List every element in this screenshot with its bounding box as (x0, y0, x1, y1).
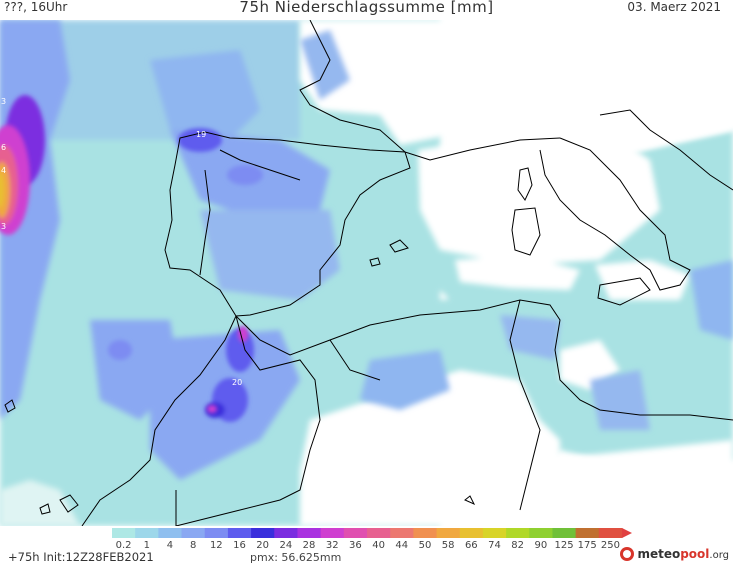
forecast-time-label: ???, 16Uhr (4, 0, 68, 14)
colorbar-segment (251, 528, 275, 538)
colorbar-tick-label: 250 (600, 540, 620, 551)
colorbar-tick-label: 90 (534, 540, 548, 551)
colorbar-segment (506, 528, 530, 538)
header-bar: ???, 16Uhr 75h Niederschlagssumme [mm] 0… (0, 0, 733, 20)
colorbar-segment (529, 528, 553, 538)
colorbar-tick-label: 20 (256, 540, 270, 551)
colorbar-segment (436, 528, 461, 538)
colorbar-tick-label: 36 (349, 540, 362, 551)
colorbar-tick-label: 40 (372, 540, 385, 551)
coastlines (4, 20, 733, 526)
colorbar-tick-label: 175 (577, 540, 597, 551)
colorbar-tick-label: 28 (302, 540, 316, 551)
footer-bar: 0.2 1 4 8 12 16 20 24 28 32 36 40 44 50 58 66 74 82 90 125 1… (0, 526, 733, 566)
precipitation-colorbar (112, 528, 632, 538)
colorbar-tick-label: 32 (325, 540, 339, 551)
atlantic-label-a: 3 (1, 97, 6, 106)
atlantic-label-c: 4 (1, 166, 6, 175)
colorbar-tick-label: 24 (279, 540, 293, 551)
colorbar-tick-label: 0.2 (115, 540, 132, 551)
colorbar-tick-label: 4 (166, 540, 174, 551)
max-label-galicia: 19 (196, 130, 206, 139)
colorbar-segment (320, 528, 345, 538)
colorbar-segment (575, 528, 600, 538)
colorbar-tick-label: 50 (418, 540, 432, 551)
colorbar-segment (413, 528, 438, 538)
colorbar-tick-label: 125 (554, 540, 574, 551)
colorbar-tick-label: 82 (511, 540, 525, 551)
colorbar-tick-label: 12 (209, 540, 223, 551)
colorbar-tick-label: 16 (233, 540, 246, 551)
colorbar-segment (598, 528, 623, 538)
colorbar-segment (227, 528, 252, 538)
colorbar-tick-label: 1 (143, 540, 150, 551)
meteopool-logo-icon (620, 547, 635, 561)
precipitation-map: 19 20 3 6 4 3 (0, 20, 733, 526)
colorbar-segment (274, 528, 298, 538)
colorbar-tick-label: 44 (395, 540, 409, 551)
colorbar-segment (482, 528, 507, 538)
colorbar-arrow (622, 528, 632, 538)
colorbar-segment (204, 528, 229, 538)
precip-field-extreme (0, 125, 248, 413)
colorbar-segment (158, 528, 183, 538)
colorbar-segment (390, 528, 414, 538)
forecast-date: 03. Maerz 2021 (627, 0, 721, 14)
colorbar-segment (367, 528, 391, 538)
atlantic-label-d: 3 (1, 222, 6, 231)
atlantic-label-b: 6 (1, 143, 6, 152)
map-title: 75h Niederschlagssumme [mm] (239, 0, 494, 16)
colorbar-tick-label: 58 (441, 540, 455, 551)
colorbar-segment (135, 528, 159, 538)
logo-text: meteopool.org (637, 547, 729, 561)
max-label-morocco: 20 (232, 378, 242, 387)
colorbar-tick-label: 8 (189, 540, 197, 551)
meteopool-logo[interactable]: meteopool.org (620, 546, 729, 562)
colorbar-segment (552, 528, 577, 538)
colorbar-segment (459, 528, 484, 538)
pmx-label: pmx: 56.625mm (250, 551, 342, 564)
colorbar-tick-label: 74 (488, 540, 501, 551)
colorbar-segment (297, 528, 322, 538)
colorbar-segment (112, 528, 136, 538)
colorbar-tick-label: 66 (464, 540, 478, 551)
run-init-label: +75h Init:12Z28FEB2021 (8, 550, 154, 564)
colorbar-segment (343, 528, 368, 538)
colorbar-segment (181, 528, 206, 538)
